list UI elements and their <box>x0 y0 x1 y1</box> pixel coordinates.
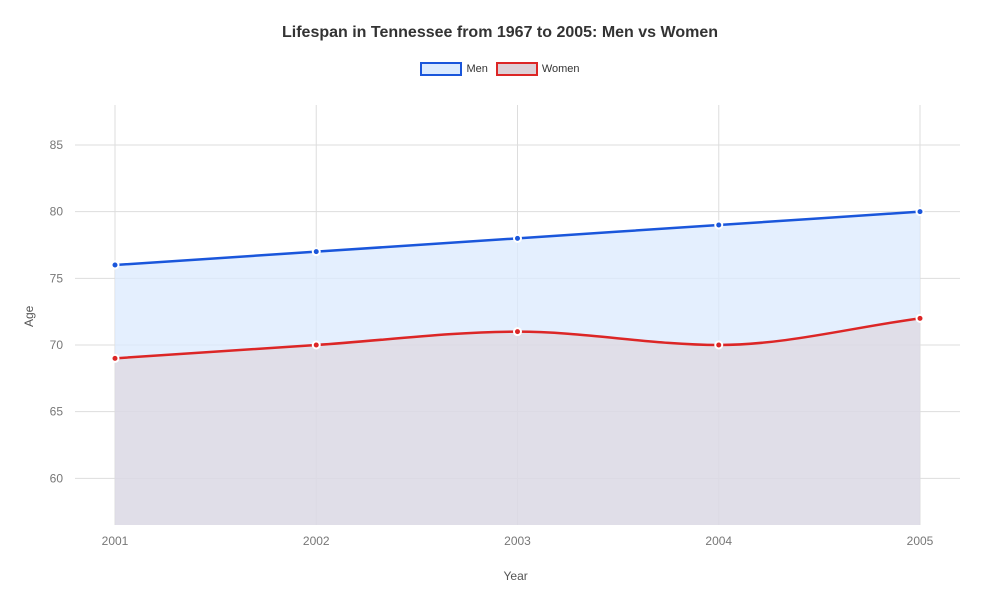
data-marker[interactable] <box>917 208 924 215</box>
x-tick-label: 2005 <box>907 534 934 548</box>
x-tick-label: 2002 <box>303 534 330 548</box>
x-tick-label: 2003 <box>504 534 531 548</box>
data-marker[interactable] <box>514 328 521 335</box>
y-tick-label: 60 <box>50 471 64 485</box>
y-tick-label: 75 <box>50 271 64 285</box>
data-marker[interactable] <box>715 342 722 349</box>
chart-svg: 60 65 70 75 80 85 2001 2002 2003 2004 2005 <box>0 0 1000 600</box>
y-tick-label: 70 <box>50 338 64 352</box>
x-tick-label: 2004 <box>705 534 732 548</box>
data-marker[interactable] <box>112 262 119 269</box>
data-marker[interactable] <box>112 355 119 362</box>
y-tick-label: 85 <box>50 138 64 152</box>
data-marker[interactable] <box>313 248 320 255</box>
y-tick-label: 65 <box>50 405 64 419</box>
x-tick-label: 2001 <box>102 534 129 548</box>
data-marker[interactable] <box>917 315 924 322</box>
x-axis-label: Year <box>504 569 528 583</box>
y-axis-label: Age <box>22 306 36 327</box>
data-marker[interactable] <box>514 235 521 242</box>
data-marker[interactable] <box>313 342 320 349</box>
y-tick-label: 80 <box>50 205 64 219</box>
chart-container: Lifespan in Tennessee from 1967 to 2005:… <box>0 0 1000 600</box>
data-marker[interactable] <box>715 222 722 229</box>
